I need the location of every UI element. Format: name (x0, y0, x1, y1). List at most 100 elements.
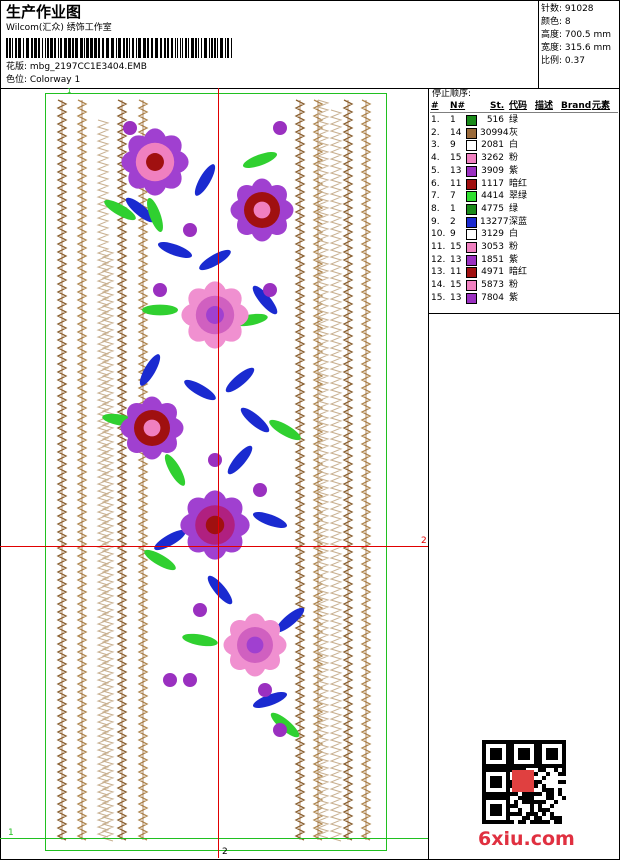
stitches: 2081 (481, 140, 504, 151)
qr-module (526, 752, 530, 756)
qr-module (498, 740, 502, 744)
qr-module (522, 800, 526, 804)
bar-stripe (160, 38, 162, 58)
qr-module (494, 768, 498, 772)
flower-core (143, 419, 161, 437)
column-header: N# (450, 101, 466, 111)
qr-module (562, 780, 566, 784)
stat: 比例: 0.37 (541, 56, 585, 66)
stitches: 4971 (481, 267, 504, 278)
needle: 9 (450, 229, 456, 240)
qr-module (546, 796, 550, 800)
bar-stripe (18, 38, 21, 58)
qr-module (498, 804, 502, 808)
qr-module (506, 756, 510, 760)
marker: 2 (222, 847, 228, 857)
qr-module (506, 820, 510, 824)
qr-module (482, 772, 486, 776)
qr-module (482, 760, 486, 764)
qr-module (482, 796, 486, 800)
qr-module (498, 776, 502, 780)
bud (208, 453, 222, 467)
color-swatch (466, 216, 477, 228)
qr-module (538, 804, 542, 808)
qr-module (522, 764, 526, 768)
qr-module (482, 788, 486, 792)
qr-module (550, 740, 554, 744)
bar-stripe (111, 38, 114, 58)
qr-module (494, 776, 498, 780)
qr-module (514, 740, 518, 744)
bud (273, 723, 287, 737)
qr-module (538, 740, 542, 744)
qr-module (506, 764, 510, 768)
needle: 1 (450, 203, 456, 214)
bar-stripe (38, 38, 40, 58)
leaf (125, 197, 155, 223)
qr-module (514, 764, 518, 768)
stitches: 1851 (481, 254, 504, 265)
row-index: 3. (431, 140, 440, 151)
column-header: 元素 (592, 101, 611, 111)
bar-stripe (198, 38, 199, 58)
qr-module (546, 792, 550, 796)
cross-stitch (101, 249, 115, 842)
qr-module (550, 796, 554, 800)
qr-module (518, 764, 522, 768)
qr-module (494, 804, 498, 808)
qr-module (482, 748, 486, 752)
qr-module (562, 760, 566, 764)
bud (258, 683, 272, 697)
qr-module (486, 764, 490, 768)
qr-module (562, 740, 566, 744)
qr-module (506, 804, 510, 808)
qr-module (482, 792, 486, 796)
qr-module (518, 820, 522, 824)
qr-module (510, 792, 514, 796)
qr-module (526, 812, 530, 816)
column-header: 描述 (535, 101, 554, 111)
qr-module (534, 812, 538, 816)
description: 粉 (509, 242, 519, 252)
qr-module (546, 748, 550, 752)
needle: 15 (450, 242, 462, 252)
qr-module (554, 740, 558, 744)
qr-module (526, 756, 530, 760)
qr-module (534, 820, 538, 824)
qr-module (526, 816, 530, 820)
qr-module (482, 784, 486, 788)
leaf (269, 419, 301, 441)
qr-module (510, 756, 514, 760)
bud (163, 673, 177, 687)
description: 暗红 (509, 178, 528, 189)
bar-stripe (90, 38, 93, 58)
description: 灰 (509, 127, 519, 138)
qr-module (554, 764, 558, 768)
qr-module (550, 792, 554, 796)
color-swatch (466, 115, 477, 126)
color-swatch (466, 140, 477, 152)
qr-module (534, 800, 538, 804)
colorway: 色位: Colorway 1 (6, 75, 81, 85)
needle: 13 (450, 292, 462, 303)
bar-stripe (118, 38, 121, 58)
qr-module (562, 756, 566, 760)
bar-stripe (80, 38, 83, 58)
qr-module (486, 792, 490, 796)
qr-module (490, 792, 494, 796)
bar-stripe (123, 38, 125, 58)
needle: 11 (450, 267, 462, 278)
row-index: 6. (431, 178, 440, 189)
qr-module (490, 748, 494, 752)
qr-module (538, 808, 542, 812)
leaf (194, 164, 216, 196)
bar-stripe (167, 38, 169, 58)
qr-module (510, 740, 514, 744)
bar-stripe (132, 38, 134, 58)
qr-module (490, 756, 494, 760)
description: 深蓝 (509, 216, 528, 227)
bar-stripe (116, 38, 117, 58)
qr-module (534, 760, 538, 764)
qr-module (506, 808, 510, 812)
